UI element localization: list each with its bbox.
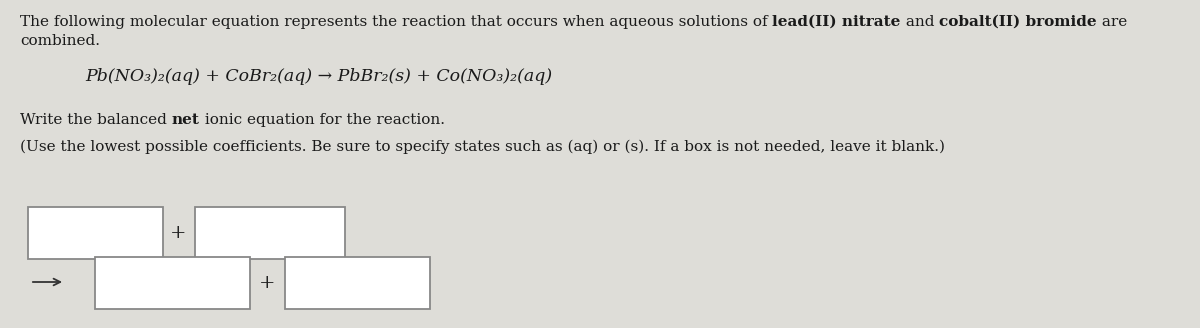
Text: Pb(NO₃)₂(aq) + CoBr₂(aq) → PbBr₂(s) + Co(NO₃)₂(aq): Pb(NO₃)₂(aq) + CoBr₂(aq) → PbBr₂(s) + Co… bbox=[85, 68, 552, 85]
Text: lead(II) nitrate: lead(II) nitrate bbox=[773, 15, 901, 29]
Text: +: + bbox=[259, 274, 275, 292]
Text: are: are bbox=[1097, 15, 1127, 29]
Bar bbox=[95, 257, 250, 309]
Text: Write the balanced: Write the balanced bbox=[20, 113, 172, 127]
Text: combined.: combined. bbox=[20, 34, 100, 48]
Text: The following molecular equation represents the reaction that occurs when aqueou: The following molecular equation represe… bbox=[20, 15, 773, 29]
Text: net: net bbox=[172, 113, 199, 127]
Text: +: + bbox=[169, 224, 186, 242]
Text: ionic equation for the reaction.: ionic equation for the reaction. bbox=[199, 113, 445, 127]
Bar bbox=[194, 207, 346, 259]
Text: and: and bbox=[901, 15, 940, 29]
Bar bbox=[286, 257, 430, 309]
Bar bbox=[28, 207, 163, 259]
Text: (Use the lowest possible coefficients. Be sure to specify states such as (aq) or: (Use the lowest possible coefficients. B… bbox=[20, 140, 946, 154]
Text: cobalt(II) bromide: cobalt(II) bromide bbox=[940, 15, 1097, 29]
